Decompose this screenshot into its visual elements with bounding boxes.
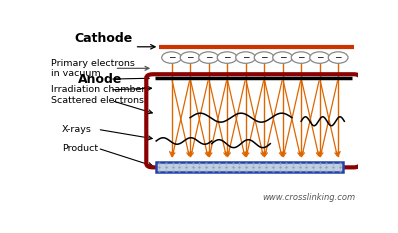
Text: −: − (242, 52, 250, 62)
Circle shape (328, 52, 348, 63)
Circle shape (199, 52, 219, 63)
Text: −: − (168, 52, 176, 62)
Circle shape (217, 52, 237, 63)
Circle shape (254, 52, 274, 63)
Bar (156, 162, 343, 172)
Text: Cathode: Cathode (74, 32, 133, 45)
Text: −: − (316, 52, 324, 62)
Text: −: − (334, 52, 342, 62)
Text: Anode: Anode (78, 73, 122, 86)
Text: −: − (223, 52, 231, 62)
Text: −: − (297, 52, 305, 62)
Circle shape (310, 52, 330, 63)
Circle shape (236, 52, 256, 63)
Text: X-rays: X-rays (62, 125, 92, 134)
Text: Scattered electrons: Scattered electrons (51, 96, 144, 105)
Circle shape (180, 52, 200, 63)
Circle shape (291, 52, 311, 63)
Text: −: − (279, 52, 287, 62)
Text: Irradiation chamber: Irradiation chamber (51, 85, 146, 94)
Text: −: − (205, 52, 213, 62)
Text: Product: Product (62, 144, 98, 153)
Text: www.crosslinking.com: www.crosslinking.com (262, 193, 355, 202)
Circle shape (273, 52, 293, 63)
Circle shape (162, 52, 181, 63)
Text: Primary electrons
in vacuum: Primary electrons in vacuum (51, 59, 135, 78)
Text: −: − (260, 52, 268, 62)
Text: −: − (186, 52, 194, 62)
